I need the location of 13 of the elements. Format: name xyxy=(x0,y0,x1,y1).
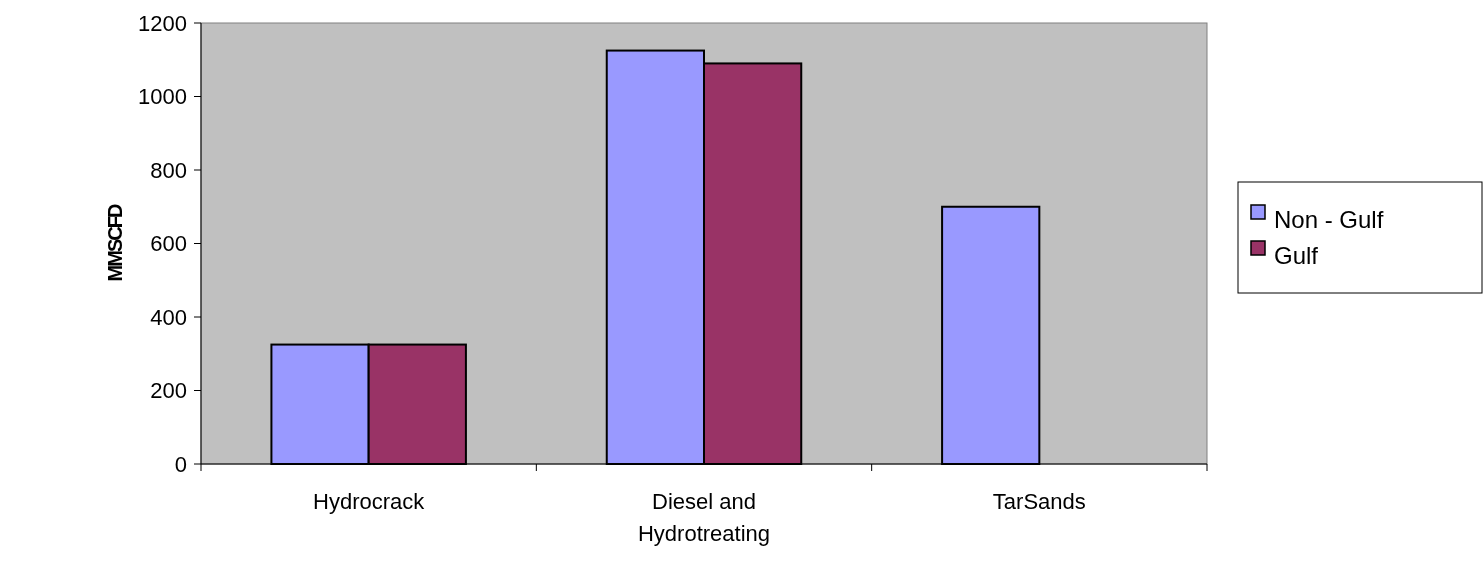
y-tick-label: 1200 xyxy=(138,10,187,36)
y-tick-label: 800 xyxy=(150,157,187,183)
y-tick-label: 400 xyxy=(150,304,187,330)
y-axis-title: MMSCFD xyxy=(104,204,126,282)
y-tick-label: 1000 xyxy=(138,84,187,110)
y-tick-label: 200 xyxy=(150,378,187,404)
x-tick-label: Hydrocrack xyxy=(313,489,426,514)
legend-label: Gulf xyxy=(1274,242,1319,270)
x-tick-label: Diesel and Hydrotreating xyxy=(637,489,771,546)
y-tick-label: 0 xyxy=(174,451,187,477)
x-tick-label: TarSands xyxy=(992,489,1086,514)
legend-label: Non - Gulf xyxy=(1274,206,1384,234)
y-tick-label: 600 xyxy=(150,231,187,257)
